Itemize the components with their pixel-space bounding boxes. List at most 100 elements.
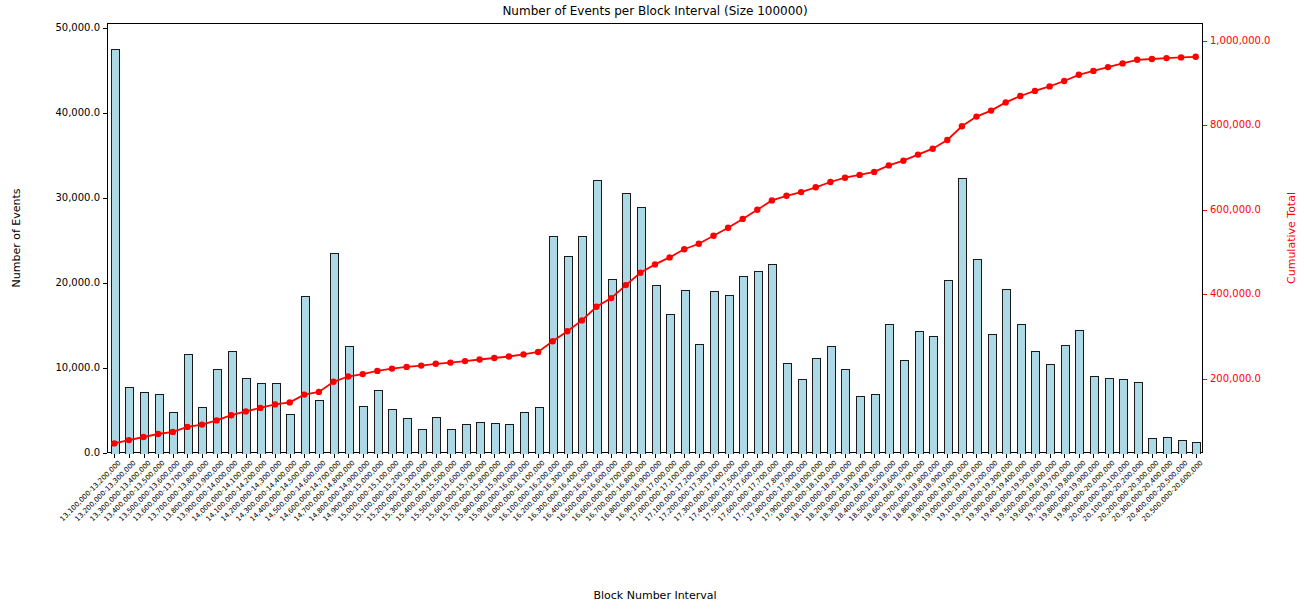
x-tick <box>1064 454 1065 458</box>
bar <box>1105 378 1114 454</box>
x-tick <box>801 454 802 458</box>
bar <box>315 400 324 454</box>
bar <box>783 363 792 454</box>
x-tick <box>407 454 408 458</box>
bar <box>242 378 251 454</box>
bar <box>330 253 339 454</box>
y-tick-left <box>103 113 107 114</box>
x-tick <box>275 454 276 458</box>
bar <box>681 290 690 454</box>
y-tick-label-left: 50,000.0 <box>30 23 100 33</box>
x-tick <box>553 454 554 458</box>
x-tick <box>1123 454 1124 458</box>
chart: Number of Events per Block Interval (Siz… <box>0 0 1304 613</box>
x-tick <box>1006 454 1007 458</box>
x-tick <box>947 454 948 458</box>
bar <box>345 346 354 454</box>
x-tick <box>260 454 261 458</box>
x-tick <box>640 454 641 458</box>
x-tick <box>538 454 539 458</box>
y-tick-right <box>1203 379 1207 380</box>
bar <box>973 259 982 454</box>
bar <box>988 334 997 454</box>
bar <box>286 414 295 454</box>
y-tick-right <box>1203 41 1207 42</box>
bar <box>111 49 120 454</box>
x-tick <box>933 454 934 458</box>
bar <box>885 324 894 454</box>
bar <box>929 336 938 454</box>
y-tick-label-left: 30,000.0 <box>30 193 100 203</box>
x-tick <box>699 454 700 458</box>
x-tick <box>158 454 159 458</box>
bar <box>1148 438 1157 454</box>
bar <box>1046 364 1055 454</box>
bar <box>520 412 529 454</box>
y-tick-left <box>103 368 107 369</box>
y-tick-label-right: 1,000,000.0 <box>1210 36 1270 46</box>
bar <box>155 394 164 454</box>
bar <box>198 407 207 454</box>
bar <box>739 276 748 454</box>
bar <box>476 422 485 454</box>
bar <box>900 360 909 454</box>
x-tick <box>655 454 656 458</box>
bar <box>871 394 880 454</box>
x-tick <box>903 454 904 458</box>
bar <box>812 358 821 454</box>
chart-title: Number of Events per Block Interval (Siz… <box>502 4 807 18</box>
x-tick <box>845 454 846 458</box>
bar <box>1017 324 1026 454</box>
x-tick <box>918 454 919 458</box>
x-tick <box>523 454 524 458</box>
x-tick <box>1093 454 1094 458</box>
bar <box>915 331 924 454</box>
x-tick <box>231 454 232 458</box>
x-tick <box>392 454 393 458</box>
bar <box>958 178 967 454</box>
x-tick <box>874 454 875 458</box>
bar <box>608 279 617 454</box>
bar <box>695 344 704 454</box>
x-tick <box>187 454 188 458</box>
bar <box>637 207 646 454</box>
bar <box>666 314 675 454</box>
y-tick-left <box>103 28 107 29</box>
y-tick-left <box>103 198 107 199</box>
bar <box>768 264 777 454</box>
x-tick <box>377 454 378 458</box>
bar <box>1192 442 1201 454</box>
x-tick <box>334 454 335 458</box>
x-tick <box>830 454 831 458</box>
x-tick <box>114 454 115 458</box>
x-tick <box>1079 454 1080 458</box>
bar <box>1163 437 1172 454</box>
x-tick <box>567 454 568 458</box>
x-tick <box>129 454 130 458</box>
x-tick <box>962 454 963 458</box>
y-tick-label-left: 20,000.0 <box>30 278 100 288</box>
bar <box>798 379 807 454</box>
bar <box>578 236 587 454</box>
x-tick <box>816 454 817 458</box>
bar <box>388 409 397 454</box>
x-tick <box>1196 454 1197 458</box>
bar <box>1075 330 1084 454</box>
x-tick <box>421 454 422 458</box>
x-tick <box>173 454 174 458</box>
bar <box>827 346 836 454</box>
x-tick <box>436 454 437 458</box>
y-tick-right <box>1203 125 1207 126</box>
x-tick <box>1166 454 1167 458</box>
x-tick <box>772 454 773 458</box>
y-tick-right <box>1203 294 1207 295</box>
bar <box>593 180 602 454</box>
x-tick <box>1152 454 1153 458</box>
bar <box>491 423 500 454</box>
bar <box>169 412 178 454</box>
x-tick <box>217 454 218 458</box>
bar <box>418 429 427 454</box>
x-tick <box>611 454 612 458</box>
x-tick <box>319 454 320 458</box>
x-tick <box>1137 454 1138 458</box>
